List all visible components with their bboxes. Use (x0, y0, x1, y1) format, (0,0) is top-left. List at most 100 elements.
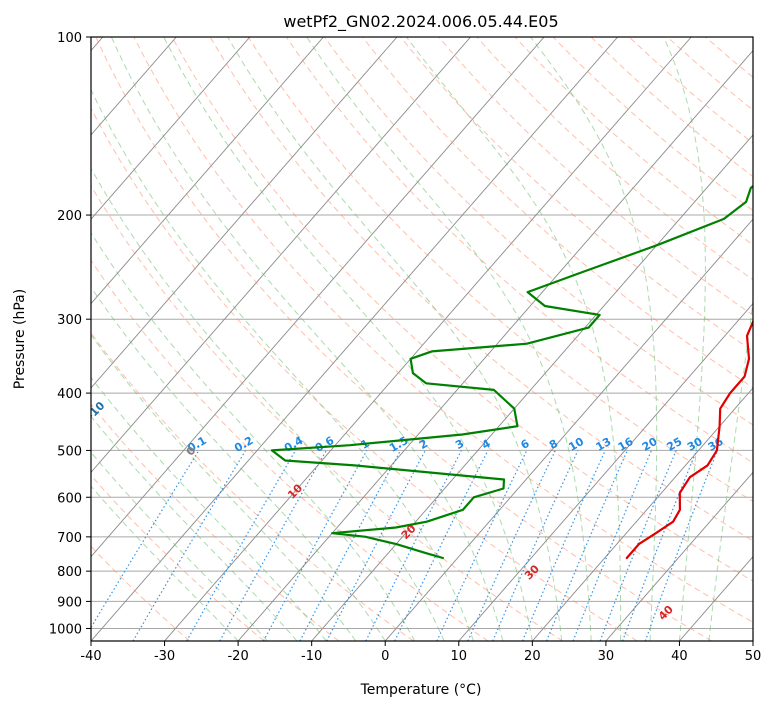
isotherm-line (679, 555, 753, 641)
mixing-ratio-label: 0.4 (282, 434, 306, 455)
x-tick-label: -10 (301, 649, 322, 664)
y-tick-label: 400 (57, 387, 82, 402)
x-tick-label: 20 (524, 649, 541, 664)
y-tick-label: 900 (57, 595, 82, 610)
mixing-ratio-line (572, 450, 653, 641)
y-tick-label: 600 (57, 491, 82, 506)
mixing-ratio-label: 30 (685, 435, 705, 454)
mixing-ratio-label: 3 (453, 437, 466, 452)
dry-adiabat (438, 37, 753, 316)
dry-adiabat-label: -10 (84, 399, 107, 422)
isotherm-line (605, 471, 753, 641)
mixing-ratio-line (521, 450, 606, 641)
moist-adiabat (306, 37, 592, 641)
dry-adiabat (209, 37, 753, 542)
y-tick-label: 500 (57, 444, 82, 459)
mixing-ratio-line (599, 450, 677, 641)
moist-adiabat (91, 167, 445, 641)
dry-adiabat (514, 37, 753, 246)
dewpoint-profile (270, 184, 753, 560)
dry-adiabat (91, 184, 563, 641)
dry-adiabat (91, 403, 340, 641)
dry-adiabat (91, 259, 489, 641)
dry-adiabat (95, 37, 713, 641)
moist-adiabat (663, 37, 706, 641)
isotherm-line (91, 37, 251, 220)
moist-adiabat (708, 297, 753, 641)
mixing-ratio-label: 16 (616, 435, 636, 454)
moist-adiabat (91, 231, 416, 641)
chart-title: wetPf2_GN02.2024.006.05.44.E05 (283, 12, 558, 32)
dry-adiabat-label: 40 (656, 603, 676, 623)
moist-adiabat (530, 37, 658, 641)
mixing-ratio-line (365, 450, 462, 641)
isotherm-line (91, 37, 398, 389)
y-tick-label: 100 (57, 31, 82, 46)
mixing-ratio-label: 8 (547, 437, 560, 452)
isotherm-line (91, 37, 324, 305)
mixing-ratio-line (492, 450, 579, 641)
dry-adiabat (362, 37, 753, 389)
mixing-ratio-line (219, 450, 327, 641)
x-axis-label: Temperature (°C) (360, 682, 482, 698)
x-tick-label: 30 (598, 649, 615, 664)
x-tick-label: 50 (745, 649, 762, 664)
x-tick-label: 10 (451, 649, 468, 664)
x-tick-label: 0 (381, 649, 389, 664)
dry-adiabat (285, 37, 753, 464)
isotherm-line (91, 37, 619, 641)
mixing-ratio-line (622, 450, 698, 641)
isotherm-line (531, 387, 753, 641)
mixing-ratio-line (436, 450, 528, 641)
dry-adiabat (91, 332, 414, 641)
dry-adiabat (91, 545, 191, 641)
moist-adiabat (91, 451, 268, 641)
mixing-ratio-line (546, 450, 628, 641)
dry-adiabat (552, 37, 753, 212)
moist-adiabat (163, 37, 533, 641)
plot-area: 0.10.20.40.611.52346810131620253036-100-… (84, 37, 753, 641)
moist-adiabat (91, 334, 357, 641)
moist-adiabat (91, 415, 298, 641)
mixing-ratio-label: 0.6 (313, 434, 337, 455)
moist-adiabat (227, 37, 563, 641)
moist-adiabat (91, 376, 327, 641)
mixing-ratio-line (644, 450, 718, 641)
y-axis-label: Pressure (hPa) (12, 289, 28, 389)
dry-adiabat (666, 37, 753, 111)
y-tick-label: 800 (57, 565, 82, 580)
y-tick-label: 200 (57, 209, 82, 224)
x-tick-label: -20 (227, 649, 248, 664)
mixing-ratio-label: 13 (594, 435, 614, 454)
x-tick-label: -30 (154, 649, 175, 664)
mixing-ratio-label: 6 (518, 437, 531, 452)
mixing-ratio-line (394, 450, 489, 641)
axes-frame (90, 36, 754, 642)
temperature-profile (625, 318, 753, 560)
dry-adiabat (247, 37, 753, 502)
mixing-ratio-line (262, 450, 368, 641)
dry-adiabat (171, 37, 753, 582)
x-tick-label: 40 (671, 649, 688, 664)
isotherm-line (384, 218, 753, 641)
isotherm-line (91, 37, 545, 558)
dry-adiabat (91, 107, 638, 641)
moist-adiabat (91, 485, 239, 641)
moist-adiabat (91, 286, 386, 641)
moist-adiabat (406, 37, 622, 641)
mixing-ratio-line (91, 450, 200, 629)
dry-adiabat (133, 37, 753, 623)
mixing-ratio-label: 1.5 (387, 434, 410, 455)
x-tick-label: -40 (80, 649, 101, 664)
isotherm-line (237, 49, 753, 641)
isotherm-line (458, 302, 753, 641)
y-tick-label: 300 (57, 313, 82, 328)
isotherm-line (752, 640, 753, 641)
isotherm-line (91, 37, 471, 473)
dry-adiabat (705, 37, 753, 78)
moist-adiabat (91, 88, 474, 641)
mixing-ratio-label: 25 (665, 435, 685, 454)
dry-adiabat (400, 37, 753, 352)
y-tick-label: 1000 (49, 622, 82, 637)
